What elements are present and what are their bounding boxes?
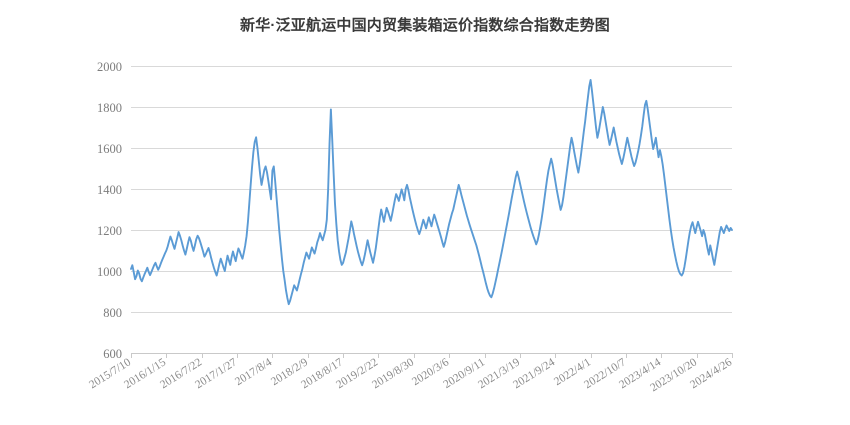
y-axis-tick-label: 2000 <box>97 60 122 74</box>
data-series-line <box>130 78 733 306</box>
y-axis-tick-label: 1200 <box>97 224 122 238</box>
x-axis-tick-label: 2019/8/30 <box>370 356 416 391</box>
y-axis-tick-label: 800 <box>103 306 122 320</box>
y-axis-tick-label: 1600 <box>97 142 122 156</box>
gridlines <box>131 66 732 354</box>
y-axis-tick-labels: 600 800 1000 1200 1400 1600 1800 2000 <box>97 60 122 361</box>
y-axis-tick-label: 1000 <box>97 265 122 279</box>
y-axis-tick-label: 600 <box>103 347 122 361</box>
x-axis-tick-labels: 2015/7/102016/1/152016/7/222017/1/272017… <box>87 356 734 394</box>
y-axis-tick-label: 1800 <box>97 101 122 115</box>
y-axis-tick-label: 1400 <box>97 183 122 197</box>
x-axis <box>131 353 733 358</box>
chart-title: 新华·泛亚航运中国内贸集装箱运价指数综合指数走势图 <box>240 17 610 34</box>
series-line-composite-index <box>130 78 733 306</box>
x-axis-tick-label: 2017/8/4 <box>233 356 274 388</box>
